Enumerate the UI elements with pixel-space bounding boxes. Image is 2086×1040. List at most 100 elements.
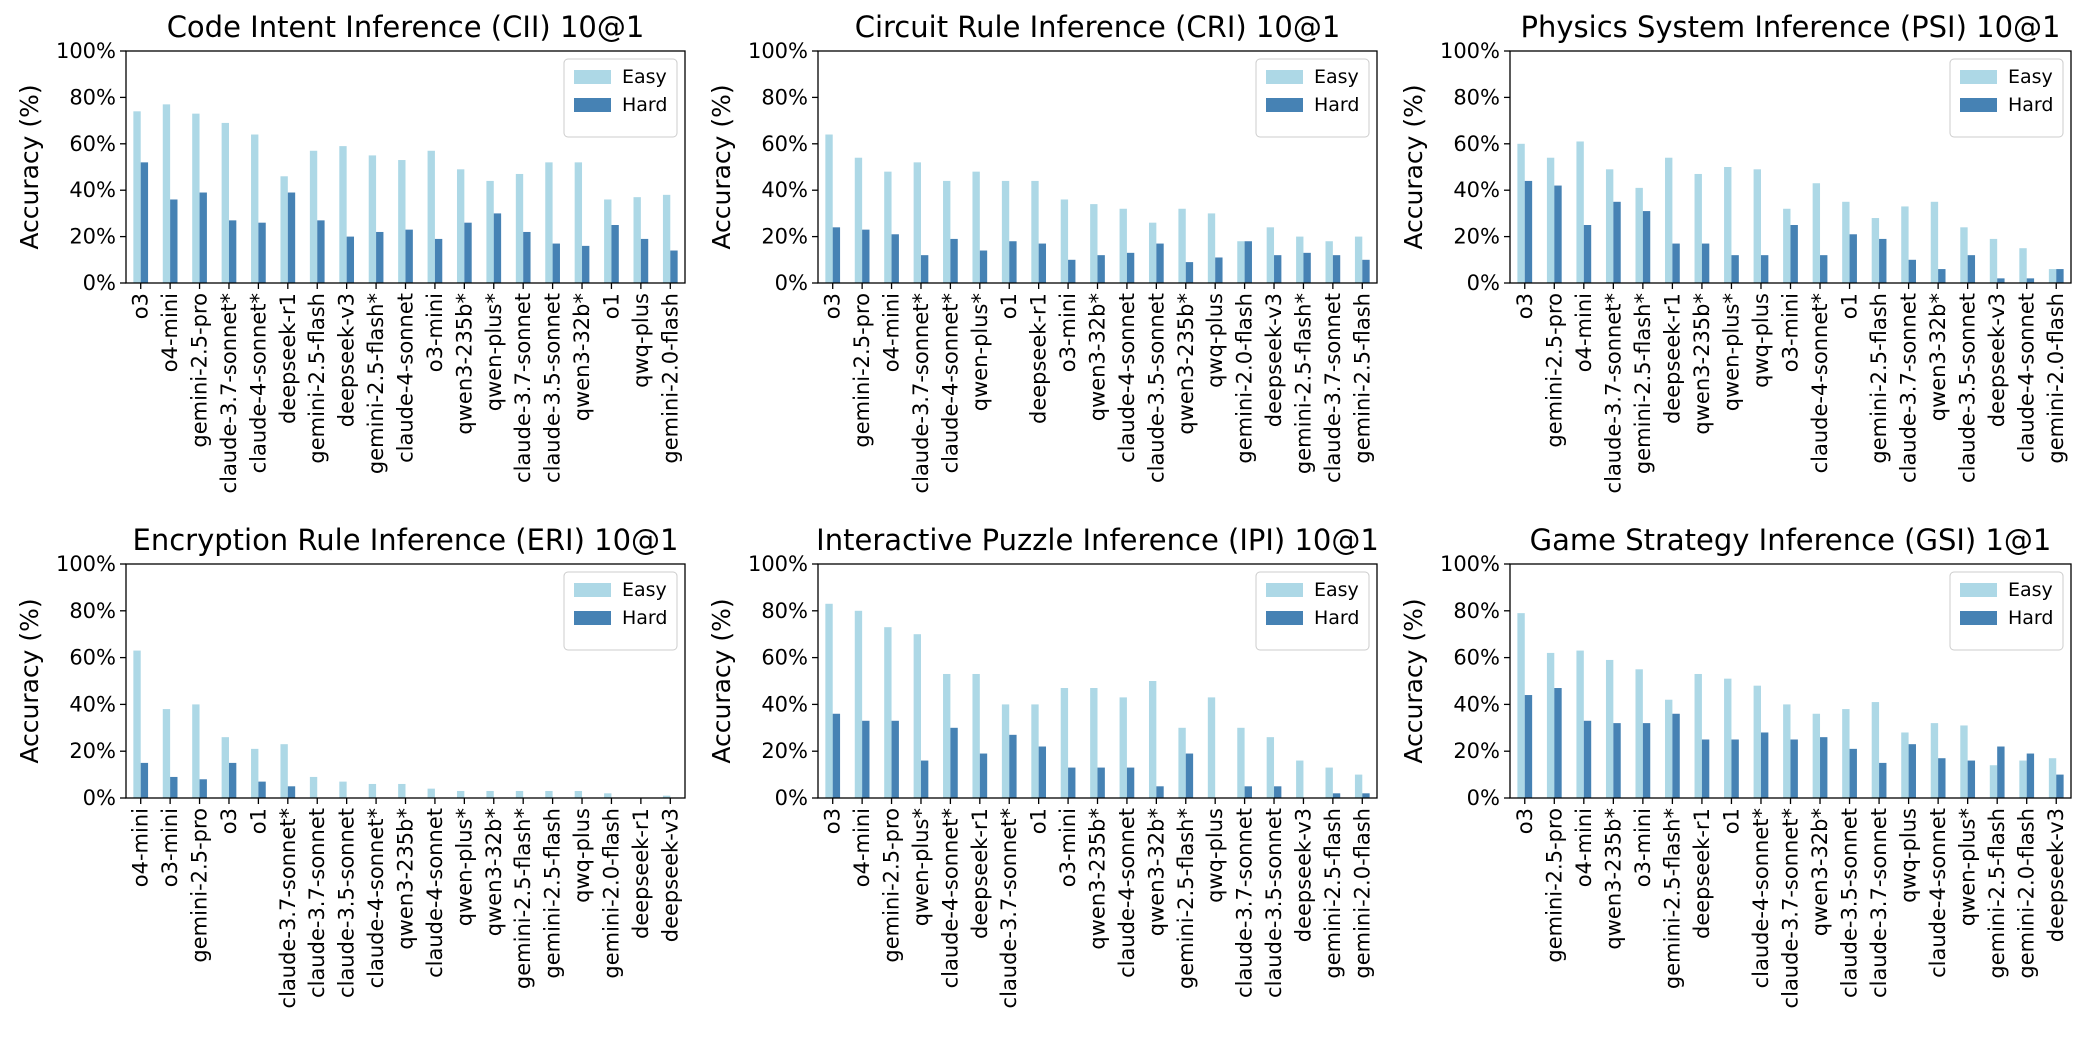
legend-label: Hard (622, 607, 667, 629)
x-tick-label: o1 (246, 808, 270, 834)
x-tick-label: gemini-2.5-flash* (1174, 808, 1198, 989)
bar (162, 709, 171, 798)
y-axis-label: Accuracy (%) (707, 598, 736, 763)
y-tick-label: 60% (1453, 646, 1500, 670)
bar (670, 250, 678, 283)
bar (1849, 234, 1857, 283)
bar (427, 788, 435, 798)
x-tick-label: gemini-2.5-pro (1542, 293, 1566, 448)
y-tick-label: 100% (56, 39, 116, 63)
y-tick-label: 80% (69, 599, 116, 623)
bar (943, 673, 951, 798)
y-tick-label: 20% (761, 225, 808, 249)
y-tick-label: 20% (1453, 225, 1500, 249)
x-tick-label: gemini-2.0-flash (2044, 293, 2068, 464)
bar (1613, 723, 1621, 798)
x-tick-label: o3 (1513, 293, 1537, 319)
x-tick-label: qwq-plus (1203, 808, 1227, 903)
x-tick-label: qwen3-32b* (1086, 293, 1110, 421)
bar (1879, 238, 1887, 283)
bar (1060, 688, 1069, 798)
bar (1760, 732, 1769, 798)
bar (1812, 183, 1821, 283)
bar (640, 238, 649, 283)
x-tick-label: claude-4-sonnet* (246, 293, 270, 473)
x-tick-label: claude-4-sonnet* (938, 293, 962, 473)
y-tick-label: 20% (69, 225, 116, 249)
bar (1605, 659, 1614, 798)
bar (1694, 673, 1702, 798)
bar (662, 795, 671, 798)
x-tick-label: claude-3.5-sonnet (1838, 808, 1862, 998)
x-tick-label: claude-3.7-sonnet (1321, 293, 1345, 483)
x-tick-label: gemini-2.5-flash (305, 293, 329, 464)
x-tick-label: qwq-plus (1749, 293, 1773, 388)
bar (1362, 793, 1370, 798)
bar (405, 229, 413, 283)
bar (287, 786, 296, 798)
bar (582, 245, 590, 283)
bar (1185, 262, 1194, 283)
legend-swatch (574, 611, 611, 625)
axes-frame (817, 563, 1378, 799)
bar (1635, 669, 1643, 798)
bar (368, 155, 377, 283)
bar (1989, 765, 1998, 798)
x-tick-label: claude-4-sonnet* (1749, 808, 1773, 988)
bar (854, 610, 863, 798)
bar (891, 720, 899, 798)
x-tick-label: o3-mini (158, 808, 182, 887)
bar (1724, 678, 1732, 798)
bar (1274, 786, 1282, 798)
bar (1583, 225, 1592, 283)
bar (346, 236, 355, 283)
y-tick-label: 80% (1453, 599, 1500, 623)
chart-title: Encryption Rule Inference (ERI) 10@1 (133, 523, 679, 557)
x-tick-label: qwen-plus* (909, 808, 933, 926)
bar (552, 243, 560, 283)
bar (1642, 723, 1651, 798)
bar (515, 790, 524, 798)
x-tick-label: claude-3.7-sonnet* (1601, 293, 1625, 493)
y-tick-label: 80% (761, 599, 808, 623)
bar (133, 111, 141, 283)
bar (339, 146, 347, 283)
bar (1665, 699, 1673, 798)
bar (258, 222, 266, 283)
x-tick-label: claude-4-sonnet (1115, 808, 1139, 978)
x-tick-label: qwen3-32b* (1808, 808, 1832, 936)
x-tick-label: deepseek-v3 (658, 808, 682, 942)
legend-swatch (1960, 98, 1997, 112)
x-tick-label: o4-mini (880, 293, 904, 372)
bar (1031, 180, 1039, 283)
bar (398, 783, 406, 798)
y-tick-label: 40% (69, 178, 116, 202)
x-tick-label: o3 (217, 808, 241, 834)
bar (192, 113, 200, 283)
x-tick-label: gemini-2.5-flash* (1660, 808, 1684, 989)
x-tick-label: gemini-2.0-flash (2015, 808, 2039, 979)
bar (199, 779, 207, 798)
bar (1362, 259, 1370, 283)
x-tick-label: gemini-2.5-pro (880, 808, 904, 963)
x-tick-label: qwen3-235b* (1086, 808, 1110, 950)
bar (1517, 143, 1525, 283)
bar (884, 627, 892, 798)
x-tick-label: claude-3.7-sonnet* (1779, 808, 1803, 1008)
y-tick-label: 40% (1453, 178, 1500, 202)
x-tick-label: claude-4-sonnet (2015, 293, 2039, 463)
x-tick-label: claude-3.7-sonnet (1233, 808, 1257, 998)
bar (2056, 269, 2064, 283)
chart-title: Interactive Puzzle Inference (IPI) 10@1 (816, 523, 1379, 557)
bar (913, 162, 921, 283)
subplot: Encryption Rule Inference (ERI) 10@1 Accu… (15, 523, 686, 1008)
bar (1938, 269, 1946, 283)
bar (1576, 650, 1584, 798)
x-tick-label: gemini-2.5-flash (1321, 808, 1345, 979)
legend-label: Hard (2008, 607, 2053, 629)
y-tick-label: 40% (1453, 692, 1500, 716)
bar (832, 713, 841, 798)
legend-label: Hard (622, 94, 667, 116)
bar (1038, 243, 1047, 283)
